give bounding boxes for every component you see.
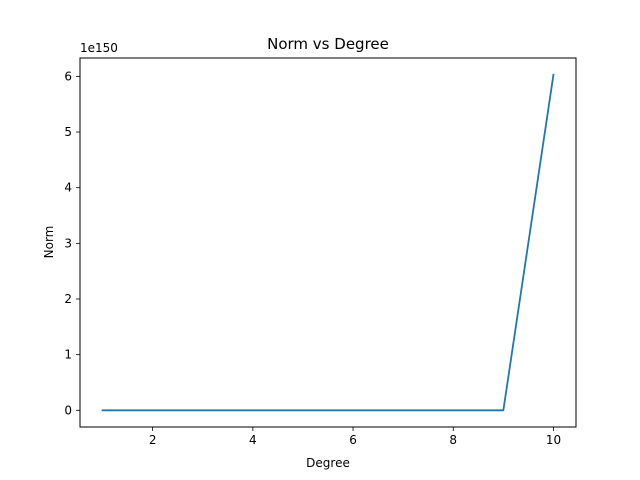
y-axis-ticks: 0 1 2 3 4 5 6 [64, 69, 80, 417]
series-line-norm [101, 73, 555, 412]
y-tick-label: 1 [64, 348, 72, 362]
x-tick-label: 4 [249, 433, 257, 447]
x-tick-label: 10 [546, 433, 561, 447]
series-layer [101, 73, 555, 412]
x-axis-ticks: 2 4 6 8 10 [149, 427, 561, 447]
x-tick-label: 2 [149, 433, 157, 447]
x-tick-label: 8 [449, 433, 457, 447]
y-tick-label: 5 [64, 125, 72, 139]
y-tick-label: 3 [64, 236, 72, 250]
y-tick-label: 4 [64, 181, 72, 195]
chart-title: Norm vs Degree [267, 35, 389, 53]
y-tick-label: 0 [64, 403, 72, 417]
x-axis-label: Degree [306, 456, 350, 470]
y-tick-label: 6 [64, 69, 72, 83]
plot-frame [79, 57, 577, 428]
y-axis-offset-label: 1e150 [80, 41, 118, 55]
x-tick-label: 6 [349, 433, 357, 447]
y-axis-label: Norm [42, 226, 56, 259]
y-tick-label: 2 [64, 292, 72, 306]
